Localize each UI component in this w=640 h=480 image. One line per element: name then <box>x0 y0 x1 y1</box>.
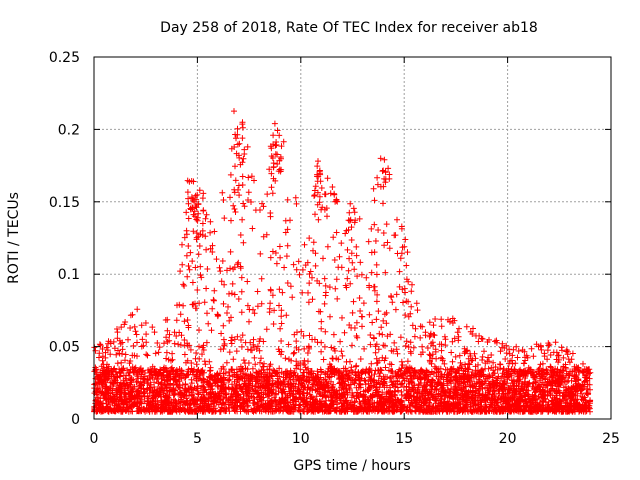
roti-markers <box>91 108 594 415</box>
x-tick-label: 0 <box>90 431 99 447</box>
plot-frame <box>93 56 612 420</box>
x-tick-label: 5 <box>193 431 202 447</box>
y-tick-label: 0.05 <box>49 340 80 356</box>
data-points <box>91 108 594 415</box>
x-axis-label: GPS time / hours <box>293 458 410 474</box>
y-axis-ticks: 0 0.05 0.1 0.15 0.2 0.25 <box>49 50 611 428</box>
y-tick-label: 0.1 <box>58 267 80 283</box>
x-tick-label: 10 <box>292 431 310 447</box>
chart-title: Day 258 of 2018, Rate Of TEC Index for r… <box>160 20 538 36</box>
y-tick-label: 0.15 <box>49 195 80 211</box>
y-tick-label: 0.2 <box>58 122 80 138</box>
x-axis-ticks: 0 5 10 15 20 25 <box>90 57 620 447</box>
y-tick-label: 0 <box>71 412 80 428</box>
x-tick-label: 20 <box>499 431 517 447</box>
y-axis-label: ROTI / TECUs <box>6 192 22 284</box>
x-tick-label: 15 <box>395 431 413 447</box>
y-tick-label: 0.25 <box>49 50 80 66</box>
x-tick-label: 25 <box>602 431 620 447</box>
